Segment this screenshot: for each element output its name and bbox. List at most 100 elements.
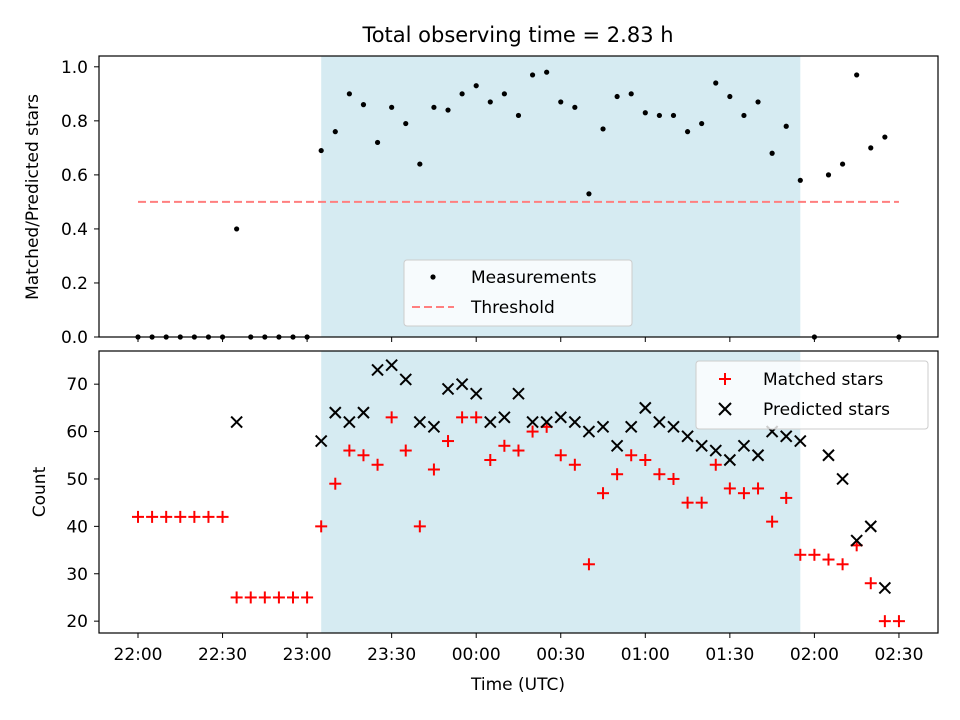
measurement-point [854,72,860,78]
measurement-point [882,134,888,140]
measurement-point [558,99,564,105]
measurement-point [515,112,522,119]
measurement-point [839,161,846,167]
predicted-star-point [667,420,680,434]
predicted-star-point [780,430,793,443]
matched-star-point [766,515,779,528]
matched-star-point [427,463,440,476]
bottom-panel: 22:00 22:30 23:00 23:30 00:00 00:30 01:00 01:30… [30,350,939,695]
matched-star-point [597,487,610,500]
predicted-star-point [413,415,427,429]
predicted-star-point [709,444,722,457]
matched-star-point [399,444,412,457]
predicted-star-point [723,453,737,467]
matched-star-point [357,449,370,462]
x-tick-label: 02:30 [874,645,923,665]
matched-star-point [498,439,511,452]
predicted-star-point [371,363,384,377]
matched-star-point [230,591,243,604]
matched-star-point [695,496,708,509]
matched-star-point [709,458,722,471]
measurement-point [797,177,803,183]
measurement-point [332,129,338,135]
matched-star-point [864,577,877,590]
measurement-point [473,83,479,89]
predicted-star-point [329,406,342,419]
measurement-point [825,172,832,178]
top-y-tick-label: 0.0 [61,328,88,348]
matched-star-point [442,435,455,448]
matched-star-point [822,553,835,566]
predicted-star-point [526,415,539,429]
top-plot-frame [98,55,939,338]
matched-star-point [639,454,652,467]
measurement-point [713,80,719,86]
measurement-point [586,191,592,197]
predicted-star-point [822,449,835,462]
matched-star-point [582,558,595,571]
matched-star-point [625,449,638,462]
matched-star-point [808,548,821,561]
predicted-star-point [540,415,553,429]
matched-star-point [611,468,624,481]
x-tick-label: 22:00 [114,645,163,665]
predicted-star-point [639,401,652,415]
measurement-point [741,112,747,119]
measurement-point [431,104,437,110]
predicted-star-point [343,415,356,429]
matched-star-point [780,491,793,504]
predicted-star-point [596,420,610,434]
matched-star-point [526,425,539,438]
matched-star-point [554,449,567,462]
measurement-point [699,120,705,127]
predicted-star-point [695,439,708,452]
predicted-star-point [357,406,370,419]
predicted-star-point [836,472,849,486]
top-panel: 0.0 0.2 0.4 0.6 0.8 1.0 Matched/Predicted sta… [23,55,939,348]
predicted-star-point [469,387,483,400]
matched-star-point [568,458,581,471]
matched-star-point [456,411,469,424]
matched-star-point [737,487,750,500]
legend-predicted-marker [718,402,732,416]
matched-star-point [343,444,356,457]
bottom-y-tick-label: 40 [66,517,88,537]
matched-star-point [132,510,144,523]
predicted-star-point [878,581,892,595]
top-y-tick-label: 0.6 [61,166,88,186]
measurement-point [445,107,451,113]
matched-star-point [301,591,314,604]
predicted-star-point [441,382,455,396]
legend-measurements-label: Measurements [471,268,597,288]
measurement-point [360,102,367,108]
measurement-point [487,99,493,105]
matched-star-point [667,472,680,485]
measurement-point [318,147,324,154]
measurement-point [417,161,423,167]
matched-star-point [272,591,285,604]
matched-star-point [413,520,426,533]
measurement-point [234,226,240,232]
x-tick-label: 23:00 [283,645,332,665]
top-y-tick-label: 0.8 [61,112,88,132]
measurement-point [642,110,648,116]
predicted-star-point [512,387,525,400]
matched-star-point [188,510,201,523]
predicted-star-point [625,420,638,434]
legend-matched-label: Matched stars [763,370,883,390]
predicted-star-point [455,377,469,391]
bottom-y-tick-label: 30 [66,565,88,585]
bottom-plot-frame [98,350,939,634]
measurement-point [727,93,733,100]
predicted-star-point [568,415,582,429]
top-y-tick-label: 0.2 [61,274,88,294]
legend-matched-marker [719,373,731,385]
top-y-tick-label: 1.0 [61,58,88,78]
x-tick-label: 00:30 [536,645,585,665]
x-axis-label: Time (UTC) [470,675,565,695]
x-tick-label: 23:30 [367,645,416,665]
matched-star-point [723,482,736,495]
predicted-star-point [737,439,751,452]
measurement-point [656,112,662,119]
predicted-star-point [794,434,807,448]
